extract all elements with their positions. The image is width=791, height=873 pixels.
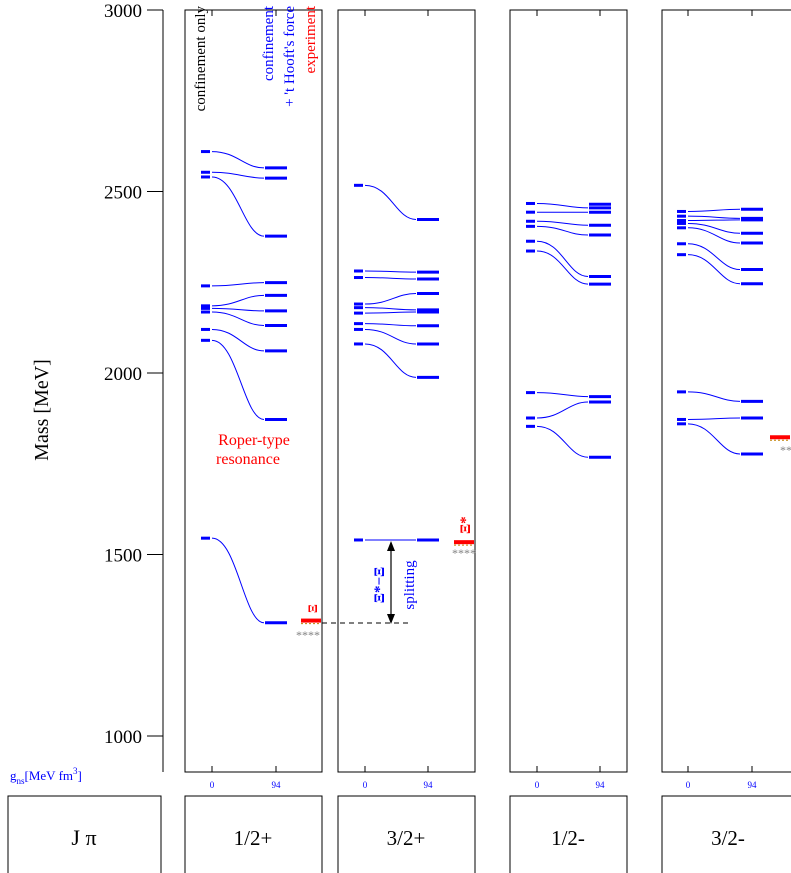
level-connector <box>687 423 741 455</box>
level-connector <box>687 417 741 420</box>
x-tick-label: 0 <box>535 780 540 790</box>
level-connector <box>211 294 265 307</box>
x-param-label: gns[MeV fm3] <box>10 766 82 786</box>
y-tick-label: 1500 <box>104 546 142 567</box>
x-tick-label: 0 <box>210 780 215 790</box>
xi-star-stars: **** <box>452 546 476 560</box>
panel-frame-3-2-plus <box>337 9 476 773</box>
level-connector <box>687 215 741 219</box>
experiment-bar <box>301 618 321 623</box>
splitting-arrow-head-bottom <box>387 614 395 624</box>
level-connector <box>536 240 589 277</box>
level-connector <box>536 250 589 285</box>
level-connector <box>211 282 265 287</box>
level-connector <box>211 339 265 420</box>
splitting-label: splitting <box>402 560 418 610</box>
x-tick-label: 0 <box>363 780 368 790</box>
splitting-symbol: Ξ*−Ξ <box>372 567 388 603</box>
legend-confinement: confinement <box>261 5 277 81</box>
panel-label-1-2-plus: 1/2+ <box>234 826 273 850</box>
y-axis-label: Mass [MeV] <box>31 359 53 461</box>
level-connector <box>364 328 417 345</box>
level-connector <box>364 343 417 378</box>
level-connector <box>211 307 265 312</box>
panel-label-box-1 <box>184 795 323 873</box>
level-connector <box>364 270 417 273</box>
panel-frame-1-2-plus <box>184 9 323 773</box>
panel-label-3-2-plus: 3/2+ <box>387 826 426 850</box>
level-connector <box>536 202 589 209</box>
roper-annotation-line2: resonance <box>216 451 280 468</box>
level-connector <box>211 328 265 352</box>
row-label: J π <box>71 825 96 850</box>
xi-label: Ξ <box>305 604 320 613</box>
level-connector <box>211 151 265 169</box>
panel-label-box-2 <box>337 795 476 873</box>
legend-thooft: + 't Hooft's force <box>282 6 298 107</box>
xi-stars: **** <box>296 628 320 642</box>
level-connector <box>687 391 741 402</box>
level-connector <box>211 176 265 237</box>
experiment-bar <box>770 435 790 440</box>
chart-marks: 1000 1500 2000 2500 3000 0 94 0 94 0 94 0 94 <box>104 1 790 790</box>
y-tick-label: 1000 <box>104 727 142 748</box>
legend-confinement-only: confinement only <box>193 6 209 112</box>
level-connector <box>687 254 741 285</box>
level-connector <box>211 537 265 624</box>
level-connector <box>536 225 589 236</box>
panel4-stars: ** <box>780 443 791 457</box>
level-connector <box>687 243 741 271</box>
xi-star-label: Ξ* <box>458 516 474 534</box>
roper-annotation-line1: Roper-type <box>218 432 290 449</box>
panel-label-3-2-minus: 3/2- <box>711 826 745 850</box>
level-connector <box>536 220 589 226</box>
panel-frame-1-2-minus <box>509 9 628 773</box>
splitting-arrow-head-top <box>387 541 395 551</box>
level-connector <box>687 227 741 244</box>
legend-experiment: experiment <box>303 5 319 73</box>
level-connector <box>211 311 265 326</box>
y-tick-label: 2500 <box>104 183 142 204</box>
level-connector <box>364 311 417 314</box>
panel-frame-3-2-minus <box>661 9 791 773</box>
panel-label-box-4 <box>661 795 791 873</box>
level-connector <box>687 219 741 222</box>
level-connector <box>687 208 741 212</box>
y-tick-label: 3000 <box>104 1 142 22</box>
row-label-box <box>7 795 162 873</box>
x-tick-label: 94 <box>596 780 606 790</box>
level-connector <box>364 184 417 220</box>
experiment-bar <box>454 540 474 545</box>
x-tick-label: 94 <box>272 780 282 790</box>
x-tick-label: 0 <box>686 780 691 790</box>
level-connector <box>536 401 589 419</box>
level-connector <box>211 171 265 179</box>
level-connector <box>364 277 417 280</box>
level-connector <box>536 392 589 398</box>
level-connector <box>536 425 589 458</box>
level-connector <box>364 293 417 305</box>
x-tick-label: 94 <box>748 780 758 790</box>
level-connector <box>364 307 417 311</box>
level-connector <box>687 222 741 234</box>
level-connector <box>364 323 417 327</box>
x-tick-label: 94 <box>424 780 434 790</box>
panel-label-box-3 <box>509 795 628 873</box>
y-tick-label: 2000 <box>104 364 142 385</box>
panel-label-1-2-minus: 1/2- <box>551 826 585 850</box>
